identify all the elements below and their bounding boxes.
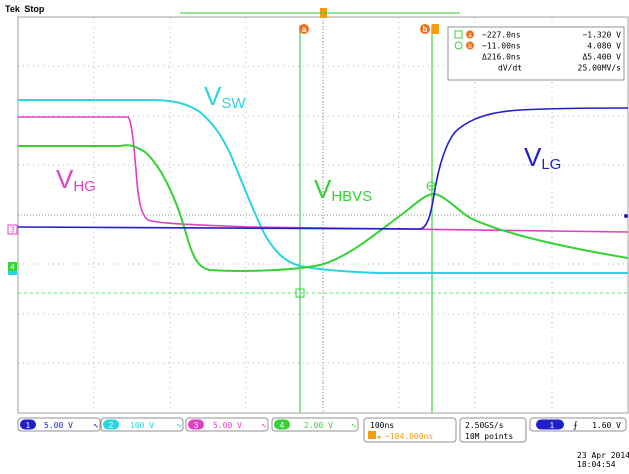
trace-vhg [18, 116, 629, 233]
ch3-scale-readout[interactable]: 3 5.00 V ∿ [185, 417, 269, 432]
trace-vlg [17, 107, 629, 230]
cursor-readout-panel: a −227.0ns −1.320 V b −11.00ns 4.080 V Δ… [447, 26, 625, 81]
cursor-b-crosshair [426, 181, 436, 191]
trace-vhbvs [18, 144, 629, 272]
cursor-b-time: −11.00ns [482, 42, 521, 51]
graticule-center-axes [18, 17, 628, 413]
svg-text:100 V: 100 V [130, 421, 154, 430]
svg-text:2.00 V: 2.00 V [304, 421, 333, 430]
capture-date: 23 Apr 2014 [577, 451, 629, 460]
trace-vsw [18, 99, 628, 274]
label-vhg: VHG [56, 164, 96, 195]
cursor-rate-label: dV/dt [498, 64, 522, 73]
cursor-delta-time: Δ216.0ns [482, 53, 521, 62]
trigger-readout[interactable]: 1 ⨍ 1.60 V [529, 417, 627, 432]
sampling-readout[interactable]: 2.50GS/s 10M points [459, 417, 527, 443]
capture-time: 18:04:54 [577, 460, 616, 469]
svg-text:a: a [468, 33, 472, 39]
trigger-level: 1.60 V [592, 421, 621, 430]
cursor-rate-value: 25.00MV/s [578, 64, 622, 73]
svg-text:3: 3 [194, 421, 199, 430]
status-label: Tek Stop [5, 4, 45, 14]
position-arrow-icon: ▸ [378, 433, 382, 441]
timebase-position: −184.000ns [385, 432, 433, 441]
cursor-a-value: −1.320 V [582, 31, 621, 40]
svg-text:2: 2 [109, 421, 114, 430]
timebase-scale: 100ns [370, 421, 394, 430]
label-vsw: VSW [204, 81, 246, 112]
ch4-ground-marker[interactable]: 4 [8, 262, 17, 275]
cursor-b-marker[interactable]: b [420, 24, 439, 34]
ch1-bw-icon: ∿ [93, 422, 99, 430]
ch3-bw-icon: ∿ [261, 422, 267, 430]
cursor-b-value: 4.080 V [587, 42, 621, 51]
svg-text:3: 3 [10, 226, 15, 235]
cursor-delta-value: Δ5.400 V [582, 53, 621, 62]
acquisition-state: Stop [24, 4, 44, 14]
svg-text:4: 4 [10, 263, 15, 272]
ch4-scale-readout[interactable]: 4 2.00 V ∿ [271, 417, 359, 432]
timebase-readout[interactable]: 100ns ▸ −184.000ns [363, 417, 457, 443]
svg-text:1: 1 [550, 421, 555, 430]
svg-text:Tek Stop: Tek Stop [5, 4, 45, 14]
cursor-a-time: −227.0ns [482, 31, 521, 40]
svg-text:b: b [423, 25, 428, 34]
ch1-offscreen-marker [624, 214, 628, 218]
svg-text:5.00 V: 5.00 V [213, 421, 242, 430]
ch2-scale-readout[interactable]: 2 100 V ∿ [100, 417, 184, 432]
svg-text:5.00 V: 5.00 V [44, 421, 73, 430]
brand-label: Tek [5, 4, 21, 14]
ch1-scale-readout[interactable]: 1 5.00 V ∿ [17, 417, 101, 432]
ch4-bw-icon: ∿ [351, 422, 357, 430]
bottom-bar: 1 5.00 V ∿ 2 100 V ∿ 3 5.00 V ∿ 4 2.00 V… [17, 417, 627, 443]
cursor-a-marker[interactable]: a [299, 24, 309, 34]
label-vhbvs: VHBVS [314, 174, 372, 205]
svg-text:a: a [302, 25, 307, 34]
rising-edge-icon: ⨍ [573, 421, 578, 431]
svg-text:4: 4 [280, 421, 285, 430]
svg-text:b: b [468, 44, 472, 50]
svg-text:1: 1 [26, 421, 31, 430]
ch3-ground-marker[interactable]: 3 [7, 224, 18, 235]
label-vlg: VLG [524, 142, 561, 173]
record-length: 10M points [465, 432, 513, 441]
cursor-a-crosshair [295, 288, 305, 298]
ch2-bw-icon: ∿ [176, 422, 182, 430]
sample-rate: 2.50GS/s [465, 421, 504, 430]
